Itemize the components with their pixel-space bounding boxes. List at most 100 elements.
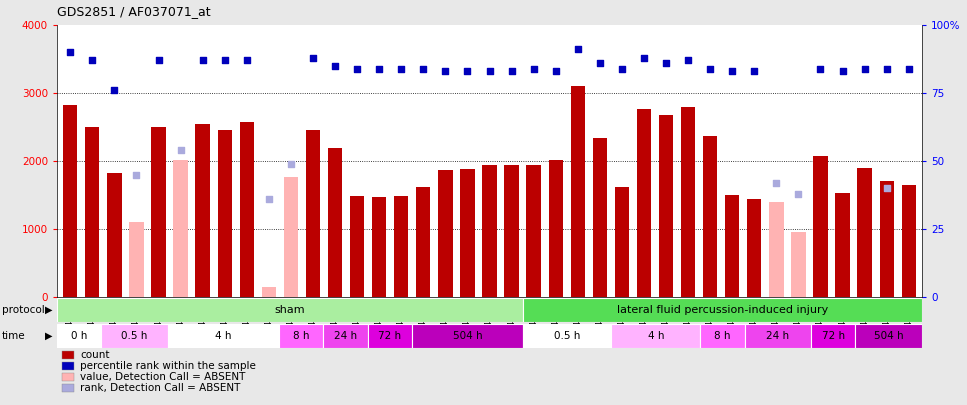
Bar: [412, 324, 523, 348]
Bar: [745, 324, 811, 348]
Bar: [460, 169, 475, 297]
Bar: [880, 250, 894, 297]
Bar: [173, 160, 188, 297]
Bar: [659, 115, 673, 297]
Bar: [57, 324, 102, 348]
Bar: [372, 197, 387, 297]
Text: 72 h: 72 h: [822, 331, 845, 341]
Point: [129, 171, 144, 178]
Bar: [835, 193, 850, 297]
Bar: [416, 187, 430, 297]
Bar: [130, 222, 144, 297]
Point: [548, 68, 564, 75]
Text: GDS2851 / AF037071_at: GDS2851 / AF037071_at: [57, 5, 211, 18]
Point: [438, 68, 454, 75]
Bar: [747, 199, 761, 297]
Bar: [240, 122, 254, 297]
Text: ▶: ▶: [44, 331, 52, 341]
Point: [261, 196, 277, 202]
Bar: [880, 181, 894, 297]
Point: [482, 68, 497, 75]
Bar: [151, 127, 165, 297]
Bar: [323, 324, 367, 348]
Bar: [811, 324, 856, 348]
Text: 504 h: 504 h: [874, 331, 903, 341]
Bar: [813, 156, 828, 297]
Text: 0 h: 0 h: [71, 331, 87, 341]
Point: [151, 57, 166, 64]
Bar: [306, 130, 320, 297]
Bar: [769, 202, 783, 297]
Text: time: time: [2, 331, 25, 341]
Point: [239, 57, 254, 64]
Point: [306, 54, 321, 61]
Text: protocol: protocol: [2, 305, 44, 315]
Point: [769, 179, 784, 186]
Bar: [395, 196, 408, 297]
Bar: [593, 138, 607, 297]
Bar: [548, 160, 563, 297]
Text: lateral fluid percussion-induced injury: lateral fluid percussion-induced injury: [617, 305, 828, 315]
Text: 72 h: 72 h: [378, 331, 401, 341]
Point: [416, 65, 431, 72]
Point: [879, 185, 894, 192]
Text: percentile rank within the sample: percentile rank within the sample: [80, 361, 256, 371]
Point: [659, 60, 674, 66]
Point: [217, 57, 232, 64]
Bar: [218, 130, 232, 297]
Bar: [168, 324, 278, 348]
Point: [636, 54, 652, 61]
Text: 0.5 h: 0.5 h: [122, 331, 148, 341]
Bar: [523, 324, 611, 348]
Bar: [102, 324, 168, 348]
Bar: [278, 324, 323, 348]
Point: [173, 147, 189, 153]
Point: [879, 65, 894, 72]
Point: [592, 60, 607, 66]
Text: count: count: [80, 350, 109, 360]
Bar: [637, 109, 651, 297]
Text: 0.5 h: 0.5 h: [554, 331, 580, 341]
Bar: [262, 288, 276, 297]
Text: 4 h: 4 h: [648, 331, 664, 341]
Point: [791, 190, 806, 197]
Point: [459, 68, 475, 75]
Bar: [367, 324, 412, 348]
Point: [835, 68, 850, 75]
Bar: [700, 324, 745, 348]
Point: [570, 46, 585, 53]
Bar: [725, 195, 740, 297]
Text: ▶: ▶: [44, 305, 52, 315]
Bar: [901, 185, 916, 297]
Bar: [615, 187, 630, 297]
Text: 504 h: 504 h: [453, 331, 483, 341]
Point: [747, 68, 762, 75]
Bar: [283, 177, 298, 297]
Bar: [483, 165, 497, 297]
Point: [371, 65, 387, 72]
Text: 8 h: 8 h: [715, 331, 731, 341]
Point: [504, 68, 519, 75]
Point: [681, 57, 696, 64]
Text: rank, Detection Call = ABSENT: rank, Detection Call = ABSENT: [80, 383, 241, 393]
Point: [394, 65, 409, 72]
Bar: [856, 324, 922, 348]
Text: sham: sham: [275, 305, 306, 315]
Bar: [57, 298, 523, 322]
Bar: [681, 107, 695, 297]
Bar: [791, 232, 806, 297]
Text: 24 h: 24 h: [334, 331, 357, 341]
Point: [349, 65, 365, 72]
Point: [327, 62, 342, 69]
Bar: [858, 168, 872, 297]
Point: [526, 65, 542, 72]
Bar: [350, 196, 365, 297]
Bar: [571, 86, 585, 297]
Point: [63, 49, 78, 55]
Point: [812, 65, 828, 72]
Point: [857, 65, 872, 72]
Bar: [526, 165, 541, 297]
Point: [724, 68, 740, 75]
Point: [702, 65, 718, 72]
Bar: [85, 127, 100, 297]
